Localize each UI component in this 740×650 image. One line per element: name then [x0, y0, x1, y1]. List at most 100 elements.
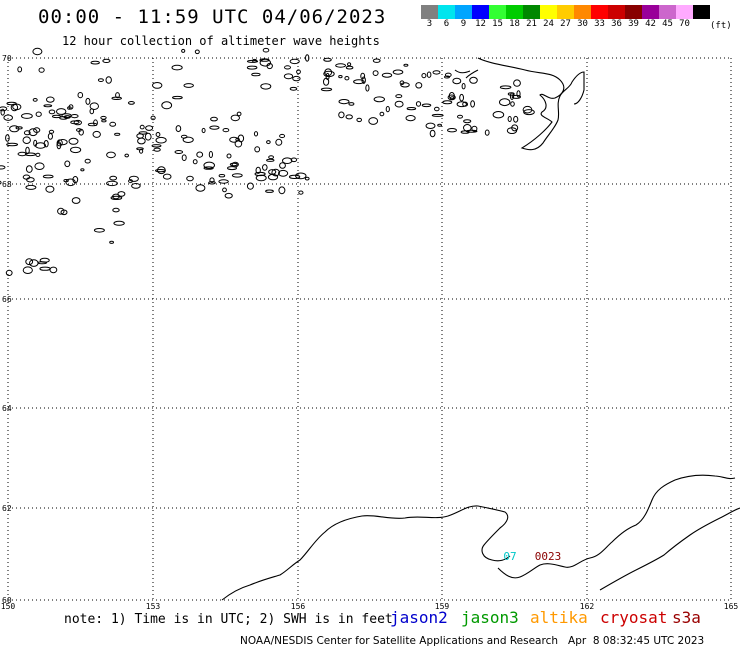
lake-outline	[153, 147, 161, 152]
lake-outline	[102, 58, 111, 64]
lake-outline	[128, 175, 139, 182]
lake-outline	[60, 209, 68, 216]
lake-outline	[469, 76, 478, 84]
lake-outline	[450, 96, 455, 100]
lake-outline	[87, 122, 98, 127]
lake-outline	[192, 159, 198, 165]
lake-outline	[35, 152, 41, 157]
observation-value: 07	[503, 550, 516, 563]
lake-outline	[461, 83, 466, 90]
lake-outline	[67, 106, 72, 110]
lake-outline	[196, 151, 204, 158]
lake-outline	[157, 166, 166, 175]
lake-outline	[61, 113, 72, 118]
lake-outline	[431, 113, 444, 117]
lake-outline	[106, 151, 116, 159]
lake-outline	[0, 108, 5, 116]
legend-swatch	[523, 5, 540, 19]
lake-outline	[338, 99, 350, 105]
lon-tick-label: 150	[1, 602, 16, 611]
lake-outline	[77, 92, 84, 99]
legend-swatch	[506, 5, 523, 19]
lake-outline	[304, 176, 310, 181]
legend-label: 9	[460, 19, 467, 29]
lake-outline	[323, 57, 332, 62]
lake-outline	[218, 174, 226, 178]
lake-outline	[181, 48, 186, 53]
lake-outline	[510, 101, 515, 107]
lake-outline	[97, 78, 104, 82]
lake-outline	[25, 258, 34, 266]
lake-outline	[109, 240, 114, 244]
legend-swatch	[421, 5, 438, 19]
lake-outline	[229, 136, 239, 143]
lake-outline	[127, 101, 135, 105]
lake-outline	[254, 146, 261, 153]
lake-outline	[447, 94, 456, 101]
lake-outline	[22, 266, 33, 275]
legend-label: 18	[509, 19, 520, 29]
lake-outline	[0, 165, 6, 170]
lake-outline	[203, 161, 215, 170]
legend-swatch	[489, 5, 506, 19]
lake-outline	[23, 130, 31, 136]
lake-outline	[347, 62, 352, 67]
legend-label: 3	[426, 19, 433, 29]
lake-outline	[128, 179, 133, 184]
lake-outline	[259, 58, 270, 62]
observation-value: 0023	[535, 550, 562, 563]
lake-outline	[25, 165, 33, 173]
lake-outline	[110, 195, 123, 200]
lake-outline	[46, 96, 55, 103]
lake-outline	[470, 100, 476, 108]
lake-outline	[365, 84, 370, 92]
legend-swatch	[591, 5, 608, 19]
lat-tick-label: 60	[2, 596, 12, 605]
lake-outline	[26, 177, 35, 183]
satellite-label: cryosat	[600, 608, 668, 627]
lake-outline	[230, 114, 241, 122]
lake-outline	[260, 83, 272, 90]
lake-outline	[70, 146, 82, 154]
lake-outline	[231, 161, 239, 168]
coastline-southeast	[497, 474, 736, 579]
lake-outline	[48, 109, 56, 115]
satellite-label: altika	[530, 608, 588, 627]
lake-outline	[246, 59, 259, 63]
lake-outline	[372, 58, 381, 63]
lake-outline	[385, 106, 390, 113]
lake-outline	[183, 83, 194, 88]
satellite-label: jason2	[390, 608, 448, 627]
satellite-label: jason3	[461, 608, 519, 627]
lake-outline	[43, 104, 53, 108]
lake-outline	[268, 155, 275, 160]
lat-tick-label: 64	[2, 404, 12, 413]
lake-outline	[499, 98, 511, 107]
lat-tick-label: 66	[2, 295, 12, 304]
lake-outline	[51, 114, 62, 119]
lake-outline	[155, 136, 167, 144]
legend-swatch	[642, 5, 659, 19]
lake-outline	[161, 101, 173, 110]
lake-outline	[447, 128, 457, 133]
lake-outline	[492, 111, 505, 119]
lake-outline	[144, 132, 152, 141]
lake-outline	[432, 70, 441, 75]
lake-outline	[56, 141, 62, 150]
lake-outline	[42, 174, 54, 179]
lake-outline	[93, 228, 105, 233]
lake-outline	[201, 127, 206, 134]
lake-outline	[360, 72, 366, 80]
lake-outline	[162, 173, 172, 180]
legend-swatch	[659, 5, 676, 19]
lake-outline	[295, 172, 307, 180]
lake-outline	[171, 64, 183, 71]
lat-tick-label: 68	[2, 180, 12, 189]
lake-outline	[348, 102, 355, 106]
lake-outline	[12, 103, 22, 111]
lake-outline	[5, 269, 13, 276]
lake-outline	[523, 109, 535, 116]
legend-label: 6	[443, 19, 450, 29]
lake-outline	[444, 75, 450, 79]
axis-labels: 150 153 156 159 162 165 70 68 66 64 62 60	[1, 54, 739, 611]
